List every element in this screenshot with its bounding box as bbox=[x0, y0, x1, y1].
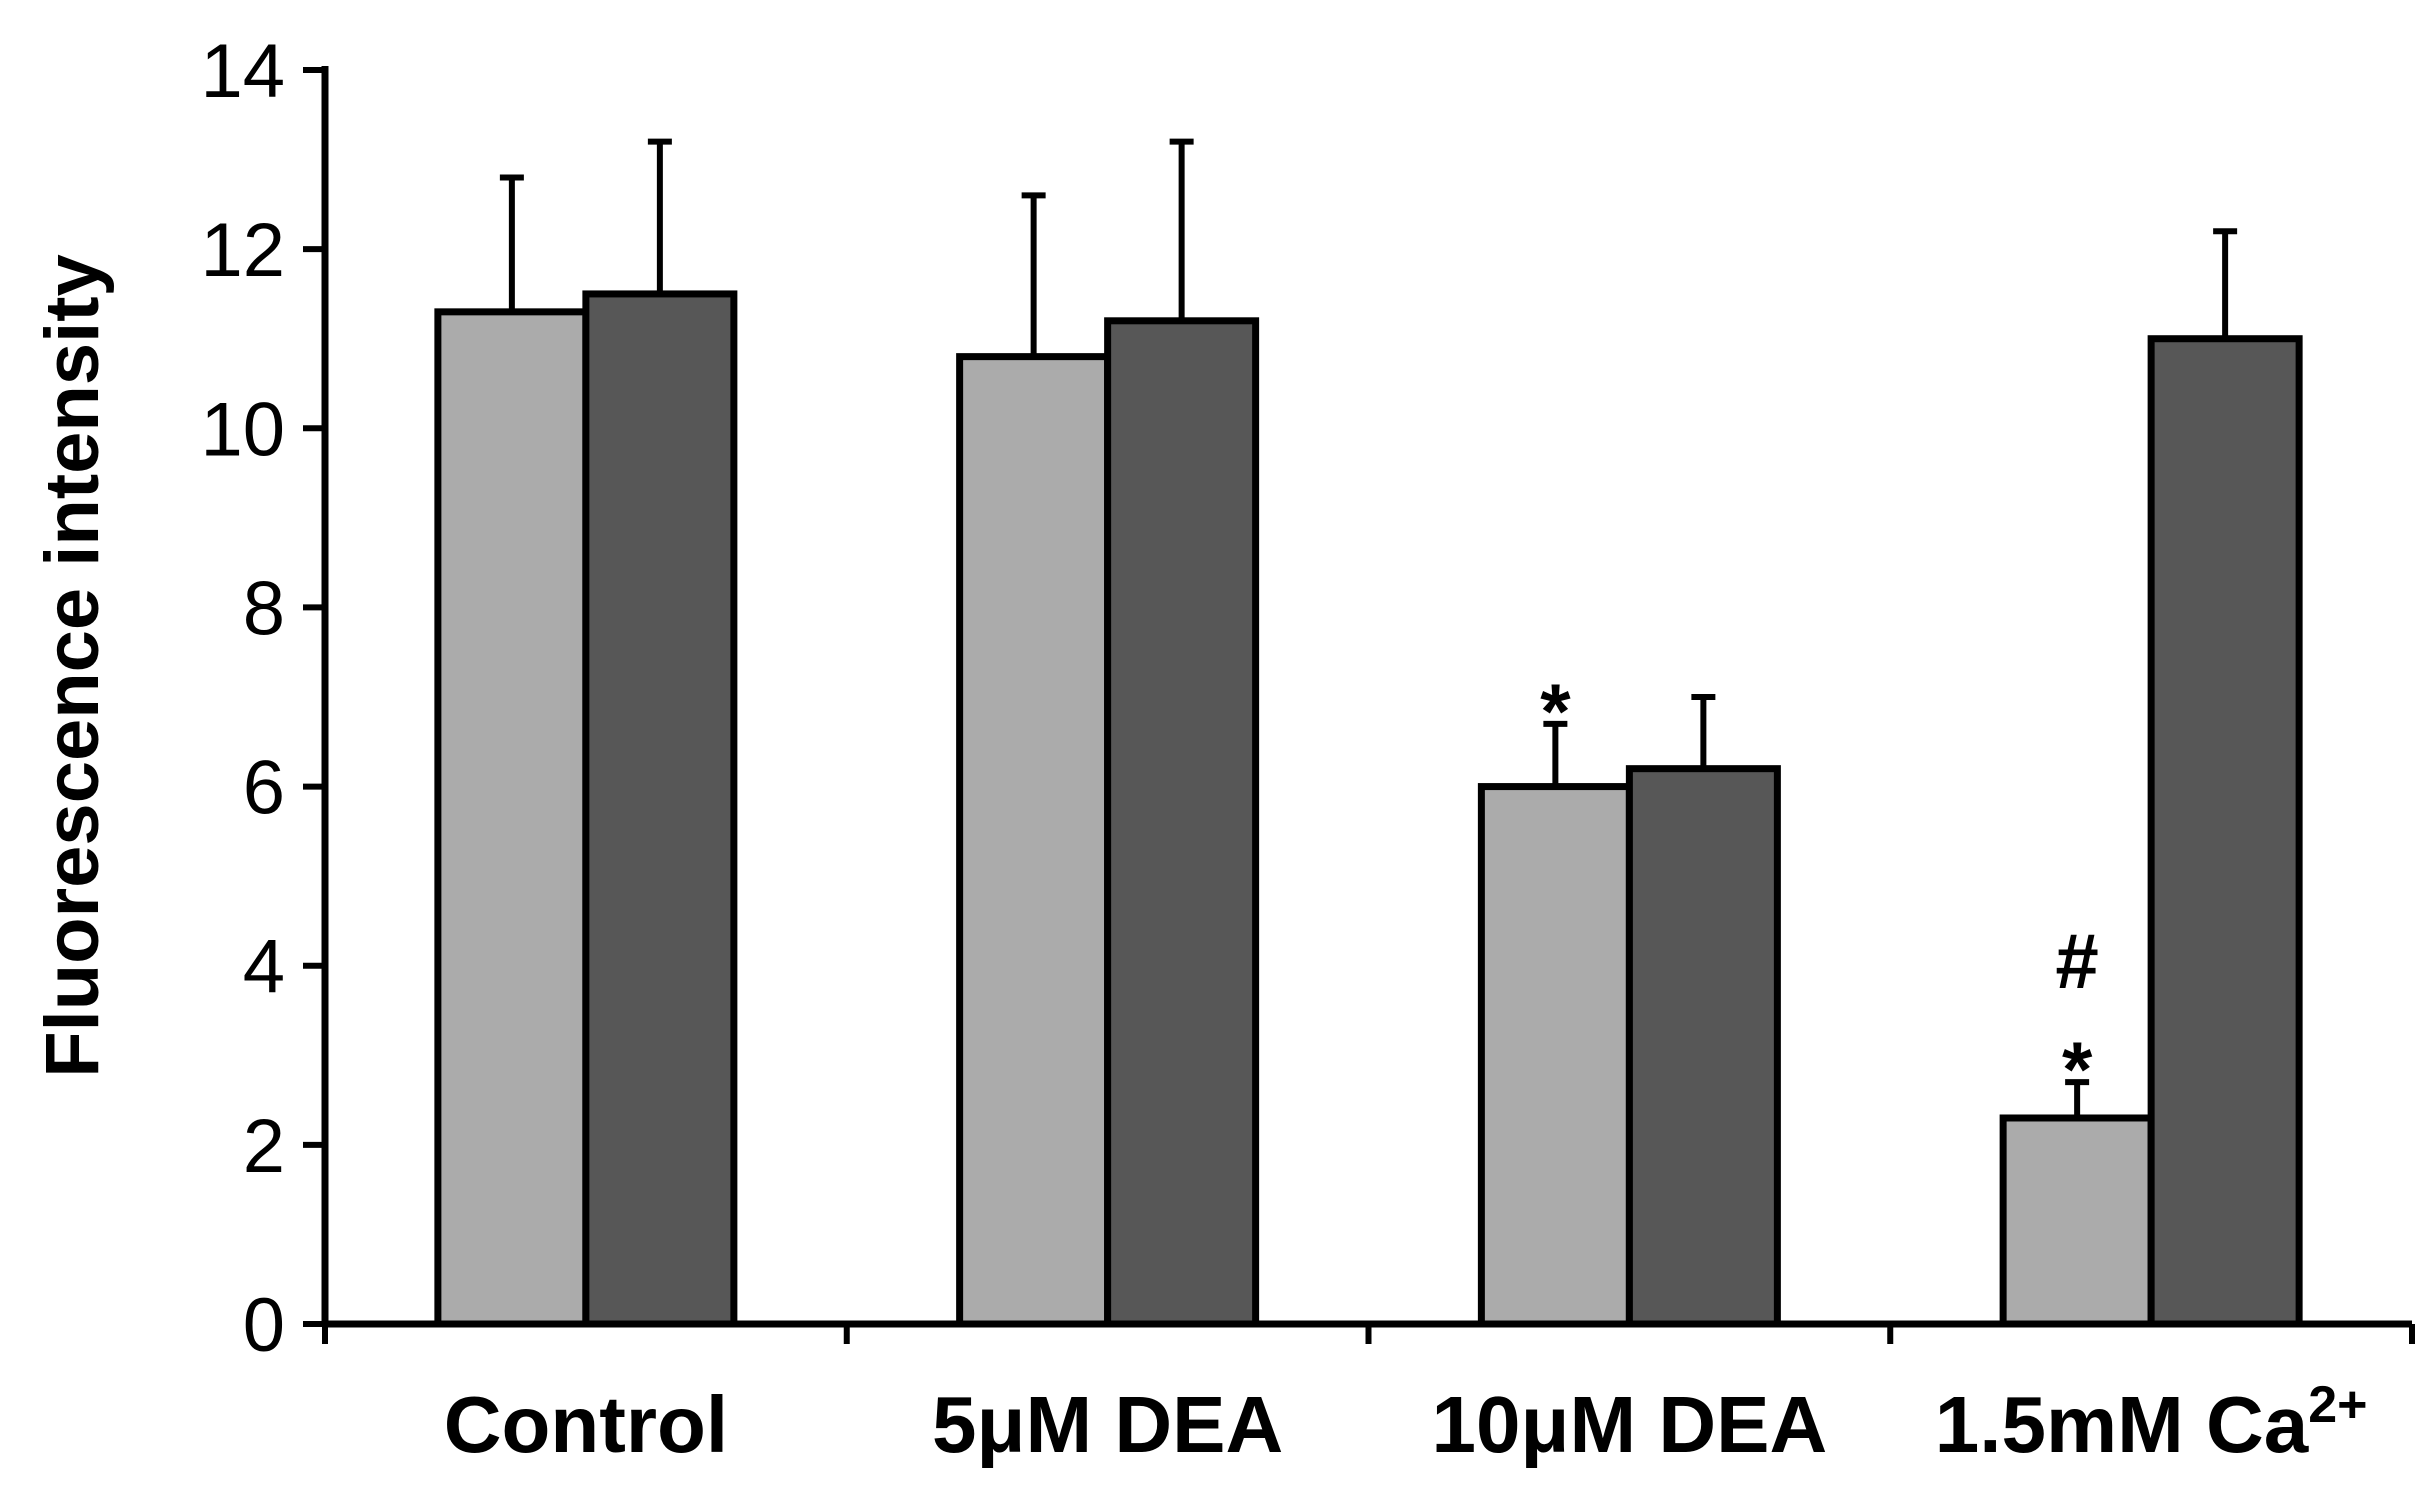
bar-2 bbox=[1625, 765, 1781, 1328]
significance-asterisk: * bbox=[2062, 1025, 2093, 1113]
bar-1 bbox=[956, 353, 1112, 1328]
plot-area: 0 2 4 6 8 10 12 14 Control 5μM DEA 10μM DEA 1.5mM C… bbox=[30, 29, 2415, 1469]
x-category-label: 10μM DEA bbox=[1432, 1380, 1828, 1469]
bar-1 bbox=[434, 308, 590, 1328]
significance-asterisk: * bbox=[1540, 667, 1571, 755]
y-tick-label: 8 bbox=[243, 566, 285, 651]
x-category-label: 5μM DEA bbox=[932, 1380, 1283, 1469]
y-tick-label: 2 bbox=[243, 1104, 285, 1189]
bar-1 bbox=[1477, 783, 1633, 1328]
y-tick-label: 0 bbox=[243, 1283, 285, 1368]
y-tick-label: 14 bbox=[200, 29, 285, 114]
y-tick-label: 10 bbox=[200, 387, 285, 472]
y-tick-label: 6 bbox=[243, 746, 285, 831]
x-category-label: Control bbox=[444, 1380, 728, 1469]
y-tick-label: 12 bbox=[200, 208, 285, 293]
significance-hash: # bbox=[2055, 917, 2098, 1005]
bar-2 bbox=[1104, 317, 1260, 1328]
bar-2 bbox=[582, 290, 738, 1328]
y-axis-title: Fluorescence intensity bbox=[30, 254, 115, 1078]
bar-1 bbox=[1999, 1114, 2155, 1328]
y-tick-label: 4 bbox=[243, 925, 285, 1010]
x-category-label: 1.5mM Ca2+ bbox=[1935, 1376, 2368, 1469]
bar-2 bbox=[2147, 335, 2303, 1328]
